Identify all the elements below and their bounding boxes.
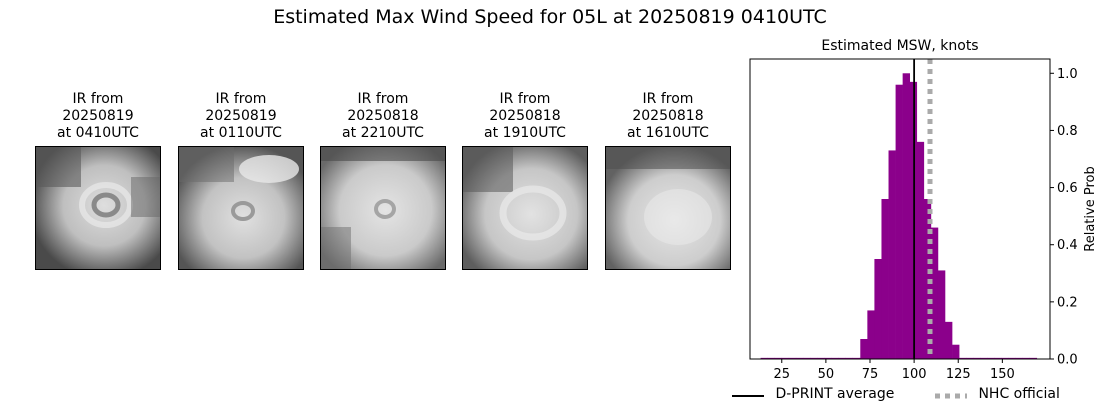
histogram-bar-5 bbox=[795, 357, 804, 359]
histogram-bar-10 bbox=[831, 357, 839, 359]
ir-panel-title: IR from 20250818 at 2210UTC bbox=[300, 91, 466, 142]
y-tick-label: 0.8 bbox=[1057, 124, 1078, 139]
y-tick-label: 1.0 bbox=[1057, 67, 1078, 82]
histogram-bar-15 bbox=[860, 339, 868, 359]
histogram-bar-7 bbox=[810, 357, 818, 359]
panel-title-time: at 0410UTC bbox=[57, 125, 139, 141]
histogram-bar-27 bbox=[945, 321, 953, 359]
panel-title-date: 20250818 bbox=[632, 108, 704, 124]
x-tick-label: 125 bbox=[946, 367, 971, 382]
legend-entry-dprint: D-PRINT average bbox=[731, 386, 894, 402]
legend-label: D-PRINT average bbox=[775, 386, 895, 402]
histogram-bar-30 bbox=[966, 357, 974, 359]
panel-title-line: IR from bbox=[72, 91, 124, 107]
histogram-bar-8 bbox=[817, 357, 825, 359]
histogram-bar-19 bbox=[888, 150, 896, 359]
histogram-bar-26 bbox=[937, 270, 946, 359]
histogram-bar-0 bbox=[760, 357, 768, 359]
histogram-bar-18 bbox=[881, 199, 889, 359]
ir-satellite-image bbox=[320, 146, 446, 270]
figure-title: Estimated Max Wind Speed for 05L at 2025… bbox=[273, 6, 827, 28]
panel-title-time: at 0110UTC bbox=[200, 125, 282, 141]
panel-title-line: IR from bbox=[499, 91, 551, 107]
dotted-line-icon bbox=[935, 393, 967, 399]
histogram-bar-21 bbox=[902, 73, 911, 360]
y-tick-label: 0.0 bbox=[1057, 353, 1078, 368]
histogram-bar-17 bbox=[874, 259, 882, 359]
histogram-bar-31 bbox=[973, 357, 981, 359]
ir-satellite-image bbox=[178, 146, 304, 270]
y-axis-label: Relative Prob bbox=[1083, 166, 1098, 251]
y-tick-label: 0.4 bbox=[1057, 238, 1078, 253]
histogram-bar-6 bbox=[802, 357, 811, 359]
ir-satellite-image bbox=[462, 146, 588, 270]
histogram-bar-33 bbox=[987, 357, 995, 359]
panel-title-line: IR from bbox=[642, 91, 694, 107]
panel-title-time: at 1610UTC bbox=[627, 125, 709, 141]
chart-title: Estimated MSW, knots bbox=[821, 38, 978, 54]
histogram-bar-23 bbox=[916, 141, 925, 359]
x-tick-label: 25 bbox=[773, 367, 790, 382]
histogram-bar-20 bbox=[895, 84, 903, 359]
histogram-bar-4 bbox=[788, 357, 797, 359]
legend-entry-nhc: NHC official bbox=[934, 386, 1060, 402]
ir-panel-title: IR from 20250818 at 1910UTC bbox=[442, 91, 608, 142]
histogram-bar-1 bbox=[767, 357, 776, 359]
y-tick-label: 0.2 bbox=[1057, 295, 1078, 310]
solid-line-icon bbox=[732, 395, 764, 397]
ir-satellite-image bbox=[35, 146, 161, 270]
panel-title-time: at 1910UTC bbox=[484, 125, 566, 141]
histogram-bar-13 bbox=[852, 357, 860, 359]
ir-panel-title: IR from 20250818 at 1610UTC bbox=[585, 91, 751, 142]
panel-title-date: 20250818 bbox=[347, 108, 419, 124]
histogram-bar-32 bbox=[980, 357, 988, 359]
histogram-bar-16 bbox=[867, 310, 875, 359]
histogram-bar-3 bbox=[781, 357, 790, 359]
ir-panel-title: IR from 20250819 at 0110UTC bbox=[158, 91, 324, 142]
y-tick-label: 0.6 bbox=[1057, 181, 1078, 196]
histogram-bar-36 bbox=[1008, 357, 1016, 359]
x-tick-label: 75 bbox=[862, 367, 879, 382]
histogram-bar-29 bbox=[959, 357, 967, 359]
histogram-bar-34 bbox=[994, 357, 1002, 359]
x-tick-label: 50 bbox=[818, 367, 835, 382]
histogram-bar-9 bbox=[824, 357, 832, 359]
histogram-bar-12 bbox=[845, 357, 853, 359]
histogram-bar-39 bbox=[1029, 357, 1038, 359]
panel-title-date: 20250819 bbox=[205, 108, 277, 124]
ir-panel-title: IR from 20250819 at 0410UTC bbox=[15, 91, 181, 142]
plot-area-frame bbox=[749, 58, 1051, 360]
histogram-bar-11 bbox=[838, 357, 846, 359]
histogram-bar-2 bbox=[774, 357, 783, 359]
histogram-bar-25 bbox=[930, 227, 939, 359]
x-tick-label: 150 bbox=[990, 367, 1015, 382]
legend-label: NHC official bbox=[978, 386, 1060, 402]
histogram-bar-37 bbox=[1015, 357, 1023, 359]
panel-title-time: at 2210UTC bbox=[342, 125, 424, 141]
panel-title-line: IR from bbox=[357, 91, 409, 107]
panel-title-date: 20250818 bbox=[489, 108, 561, 124]
panel-title-line: IR from bbox=[215, 91, 267, 107]
histogram-bar-28 bbox=[952, 344, 960, 359]
x-tick-label: 100 bbox=[902, 367, 927, 382]
panel-title-date: 20250819 bbox=[62, 108, 134, 124]
histogram-bar-38 bbox=[1022, 357, 1031, 359]
histogram-bar-35 bbox=[1001, 357, 1009, 359]
ir-satellite-image bbox=[605, 146, 731, 270]
